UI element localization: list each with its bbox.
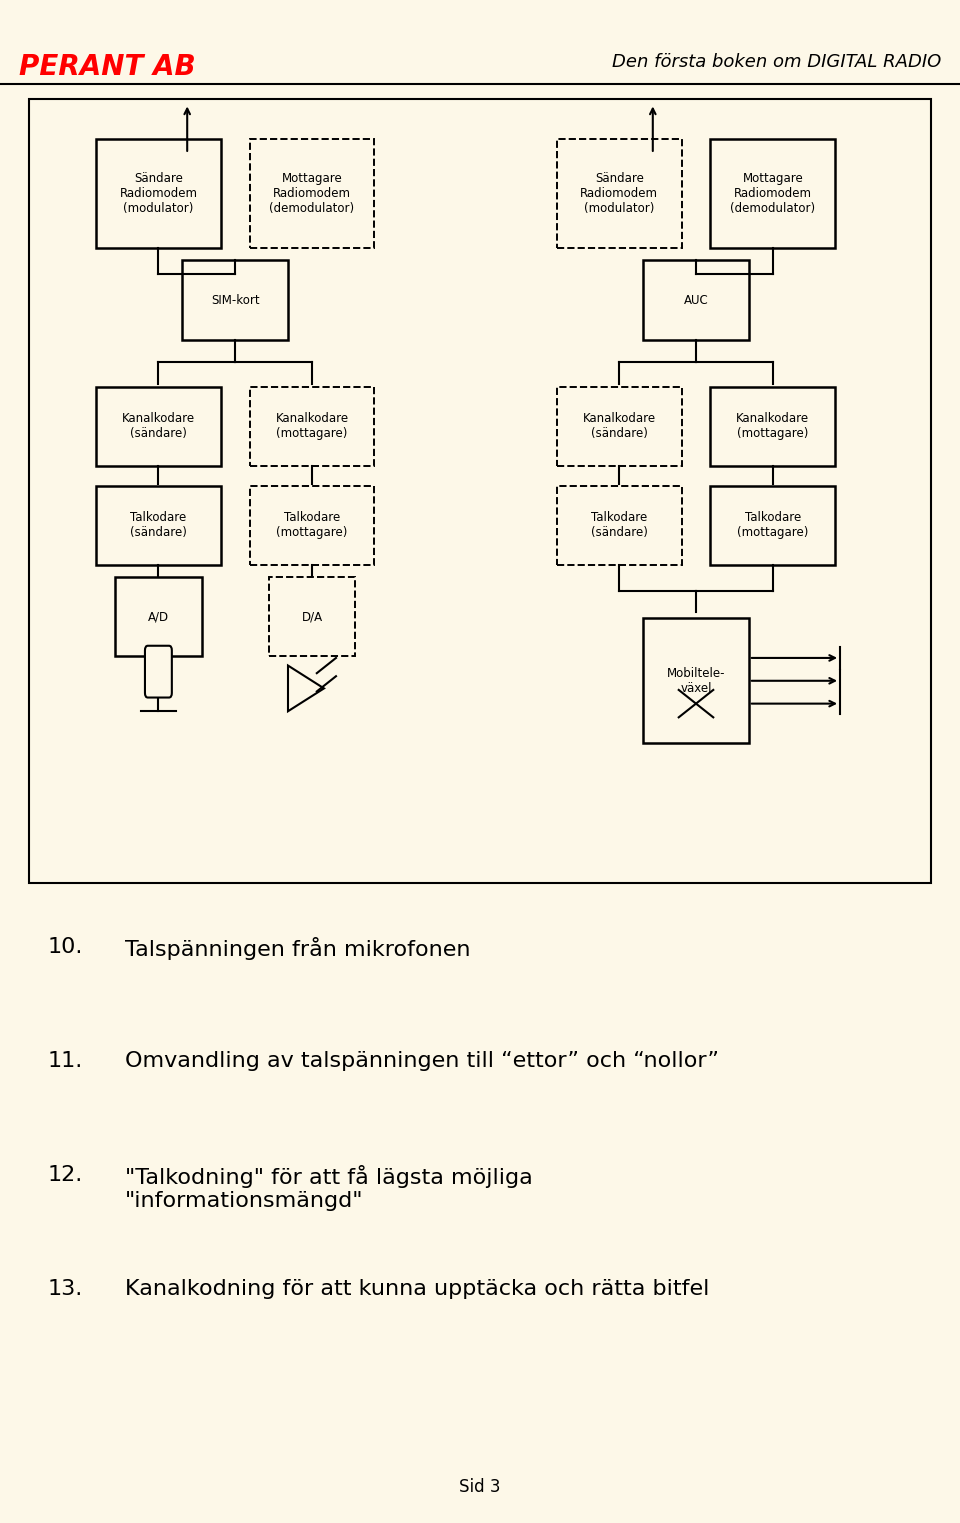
Text: Kanalkodare
(mottagare): Kanalkodare (mottagare)	[276, 413, 348, 440]
Text: Mottagare
Radiomodem
(demodulator): Mottagare Radiomodem (demodulator)	[270, 172, 354, 215]
FancyBboxPatch shape	[557, 387, 682, 466]
FancyBboxPatch shape	[643, 618, 749, 743]
Text: Talspänningen från mikrofonen: Talspänningen från mikrofonen	[125, 937, 470, 959]
FancyBboxPatch shape	[145, 646, 172, 698]
FancyBboxPatch shape	[96, 139, 221, 248]
FancyBboxPatch shape	[29, 99, 931, 883]
Text: Kanalkodare
(sändare): Kanalkodare (sändare)	[122, 413, 195, 440]
FancyBboxPatch shape	[250, 139, 374, 248]
FancyBboxPatch shape	[115, 577, 202, 656]
FancyBboxPatch shape	[250, 387, 374, 466]
Text: Sändare
Radiomodem
(modulator): Sändare Radiomodem (modulator)	[580, 172, 659, 215]
Text: Sid 3: Sid 3	[459, 1477, 501, 1496]
Text: "Talkodning" för att få lägsta möjliga
"informationsmängd": "Talkodning" för att få lägsta möjliga "…	[125, 1165, 533, 1211]
Text: A/D: A/D	[148, 611, 169, 623]
FancyBboxPatch shape	[643, 260, 749, 340]
FancyBboxPatch shape	[557, 486, 682, 565]
FancyBboxPatch shape	[96, 486, 221, 565]
Text: PERANT AB: PERANT AB	[19, 53, 196, 81]
Text: 13.: 13.	[48, 1279, 84, 1299]
FancyBboxPatch shape	[710, 486, 835, 565]
FancyBboxPatch shape	[710, 387, 835, 466]
FancyBboxPatch shape	[269, 577, 355, 656]
Text: Kanalkodare
(mottagare): Kanalkodare (mottagare)	[736, 413, 809, 440]
Text: Talkodare
(mottagare): Talkodare (mottagare)	[276, 512, 348, 539]
Text: 12.: 12.	[48, 1165, 84, 1185]
Text: AUC: AUC	[684, 294, 708, 306]
Text: 11.: 11.	[48, 1051, 84, 1071]
Text: Mobiltele-
växel: Mobiltele- växel	[667, 667, 725, 694]
FancyBboxPatch shape	[250, 486, 374, 565]
Text: SIM-kort: SIM-kort	[211, 294, 259, 306]
Text: Talkodare
(sändare): Talkodare (sändare)	[130, 512, 187, 539]
Text: Mottagare
Radiomodem
(demodulator): Mottagare Radiomodem (demodulator)	[731, 172, 815, 215]
Text: Kanalkodare
(sändare): Kanalkodare (sändare)	[583, 413, 656, 440]
Text: Talkodare
(mottagare): Talkodare (mottagare)	[737, 512, 808, 539]
FancyBboxPatch shape	[710, 139, 835, 248]
FancyBboxPatch shape	[96, 387, 221, 466]
Text: Omvandling av talspänningen till “ettor” och “nollor”: Omvandling av talspänningen till “ettor”…	[125, 1051, 719, 1071]
FancyBboxPatch shape	[182, 260, 288, 340]
FancyBboxPatch shape	[557, 139, 682, 248]
Text: D/A: D/A	[301, 611, 323, 623]
Text: 10.: 10.	[48, 937, 84, 956]
Text: Kanalkodning för att kunna upptäcka och rätta bitfel: Kanalkodning för att kunna upptäcka och …	[125, 1279, 709, 1299]
Text: Sändare
Radiomodem
(modulator): Sändare Radiomodem (modulator)	[119, 172, 198, 215]
Text: Den första boken om DIGITAL RADIO: Den första boken om DIGITAL RADIO	[612, 53, 941, 72]
Text: Talkodare
(sändare): Talkodare (sändare)	[590, 512, 648, 539]
